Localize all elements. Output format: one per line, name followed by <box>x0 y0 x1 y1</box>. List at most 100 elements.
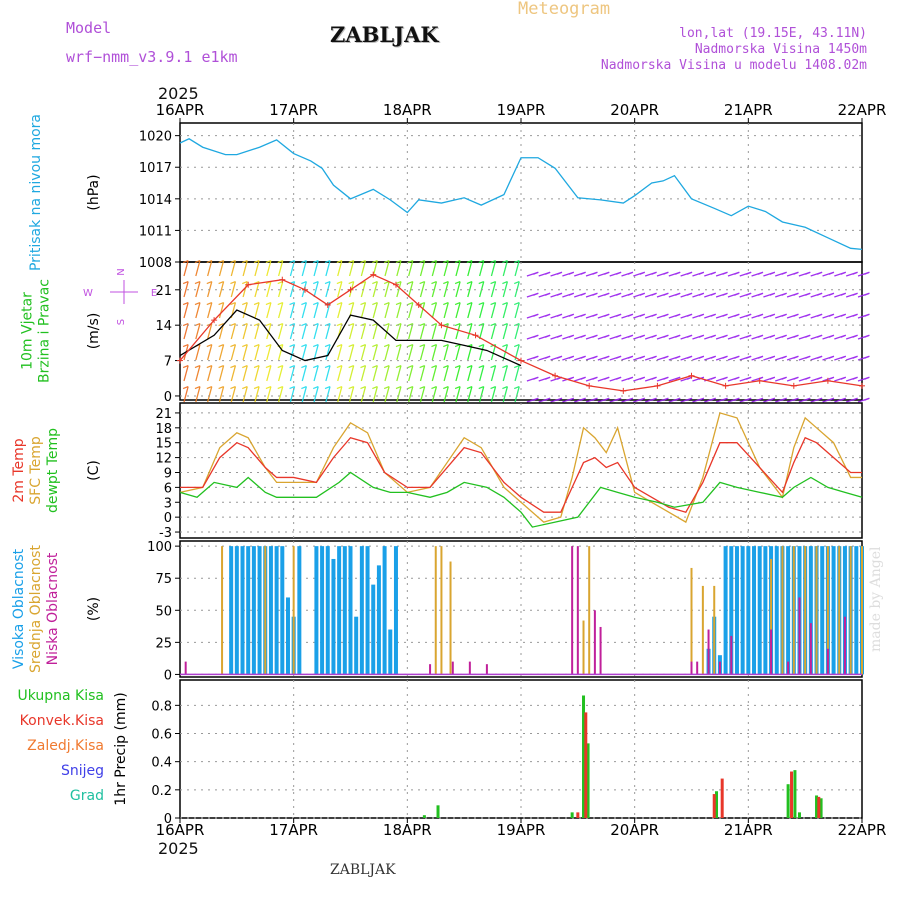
bar-precipitation-0 <box>582 695 586 818</box>
wind-barb-flag <box>478 280 484 285</box>
wind-barb-flag <box>568 292 575 296</box>
bar-clouds-2 <box>843 616 846 675</box>
bar-clouds-0 <box>285 597 290 675</box>
bar-clouds-0 <box>280 546 285 675</box>
wind-barb-flag <box>816 334 823 338</box>
wind-barb-flag <box>686 355 693 359</box>
wind-barb-flag <box>533 271 539 275</box>
wind-barb <box>490 323 497 340</box>
wind-barb-flag <box>301 301 307 306</box>
wind-barb-flag <box>230 343 236 348</box>
wind-barb-flag <box>454 385 461 390</box>
wind-barb <box>431 365 438 382</box>
bar-clouds-0 <box>371 584 376 675</box>
wind-barb <box>443 365 449 382</box>
bar-clouds-0 <box>740 546 745 675</box>
wind-barb-flag <box>627 313 634 317</box>
bar-clouds-1 <box>804 546 807 675</box>
wind-barb <box>195 386 201 403</box>
wind-barb <box>277 365 284 382</box>
wind-barb-flag <box>478 301 484 306</box>
wind-barb-flag <box>722 271 728 275</box>
wind-barb <box>502 281 509 298</box>
wind-barb <box>384 260 390 277</box>
wind-barb <box>372 344 378 361</box>
wind-barb <box>419 281 426 298</box>
wind-barb-flag <box>478 364 484 369</box>
wind-barb-flag <box>580 355 586 359</box>
bar-clouds-1 <box>701 585 704 675</box>
wind-barb <box>419 323 426 340</box>
bar-clouds-1 <box>770 558 773 675</box>
wind-barb <box>360 260 367 277</box>
bar-clouds-2 <box>184 661 187 675</box>
wind-barb <box>183 281 189 298</box>
wind-barb-flag <box>230 280 236 285</box>
wind-barb-flag <box>781 334 787 338</box>
wind-barb-flag <box>698 271 705 275</box>
wind-barb <box>408 344 414 361</box>
wind-barb <box>218 260 225 277</box>
wind-barb-flag <box>218 343 224 348</box>
wind-barb-flag <box>383 385 390 390</box>
wind-barb <box>443 323 449 340</box>
compass-south: S <box>116 319 127 325</box>
x-tick-label: 22APR <box>838 101 887 119</box>
bar-clouds-0 <box>331 558 336 675</box>
wind-barb-flag <box>769 355 776 359</box>
wind-barb-flag <box>639 334 645 338</box>
wind-barb <box>431 344 438 361</box>
wind-barb <box>372 302 378 319</box>
wind-barb-flag <box>710 376 716 380</box>
wind-barb-flag <box>745 271 752 275</box>
wind-barb-flag <box>372 385 378 390</box>
series-line-temperature-2 <box>179 471 863 528</box>
bar-clouds-2 <box>826 648 829 675</box>
wind-barb-flag <box>698 292 705 296</box>
wind-barb-flag <box>336 280 343 285</box>
wind-barb-flag <box>182 364 189 369</box>
bar-clouds-2 <box>730 635 733 675</box>
wind-barb <box>360 386 367 403</box>
bar-clouds-2 <box>770 629 773 675</box>
wind-barb-flag <box>663 355 669 359</box>
wind-barb-flag <box>490 259 496 264</box>
wind-barb-flag <box>840 397 847 401</box>
wind-barb <box>183 302 189 319</box>
bar-clouds-0 <box>240 546 245 675</box>
wind-barb-flag <box>698 355 705 359</box>
wind-barb-flag <box>651 355 657 359</box>
wind-barb-flag <box>828 313 835 317</box>
wind-barb <box>183 323 189 340</box>
wind-barb-flag <box>592 292 598 296</box>
wind-barb <box>337 281 343 298</box>
bar-precipitation-0 <box>793 770 797 818</box>
wind-barb <box>207 302 213 319</box>
wind-barb-flag <box>194 385 201 390</box>
wind-barb <box>384 323 390 340</box>
wind-barb-flag <box>710 334 716 338</box>
wind-barb-flag <box>289 259 295 264</box>
bar-precipitation-1 <box>720 778 724 818</box>
wind-barb-flag <box>478 259 484 264</box>
wind-barb-flag <box>544 313 551 317</box>
wind-barb-flag <box>805 376 811 380</box>
wind-barb-flag <box>419 322 425 327</box>
wind-barb <box>455 344 461 361</box>
wind-barb-flag <box>604 313 610 317</box>
wind-barb-flag <box>568 397 575 401</box>
wind-barb-flag <box>745 355 752 359</box>
wind-barb <box>419 344 426 361</box>
wind-barb-flag <box>431 259 437 264</box>
wind-barb-flag <box>864 313 870 317</box>
wind-barb-flag <box>301 364 307 369</box>
wind-barb-flag <box>242 364 248 369</box>
wind-barb <box>408 281 414 298</box>
wind-barb-flag <box>698 313 705 317</box>
bar-clouds-0 <box>365 546 370 675</box>
legend-label-precipitation: Grad <box>70 788 104 804</box>
wind-barb-flag <box>253 322 260 327</box>
wind-barb <box>254 344 260 361</box>
wind-barb-flag <box>533 397 539 401</box>
wind-barb-flag <box>568 376 575 380</box>
